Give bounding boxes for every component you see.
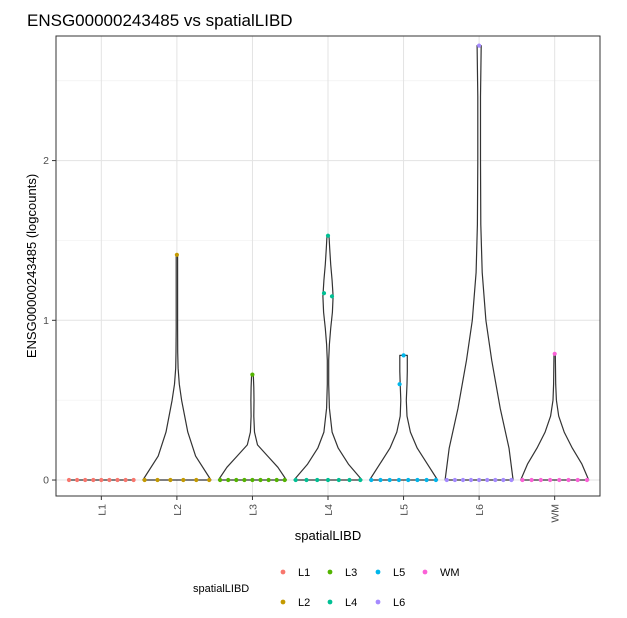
point-L1 <box>83 477 88 483</box>
legend-label-L1: L1 <box>298 567 310 579</box>
point-L4 <box>336 477 341 483</box>
point-L3 <box>274 477 279 483</box>
x-tick-label: L3 <box>247 504 259 516</box>
point-L4 <box>325 233 331 238</box>
legend-label-WM: WM <box>440 567 460 579</box>
point-L6 <box>477 43 482 48</box>
point-L3 <box>266 477 271 483</box>
point-WM <box>520 477 525 483</box>
x-tick-label: WM <box>550 504 562 523</box>
point-WM <box>584 477 590 483</box>
point-L5 <box>397 382 402 387</box>
y-tick-label: 0 <box>43 475 49 487</box>
point-L2 <box>194 477 199 483</box>
point-L3 <box>250 372 255 377</box>
point-L6 <box>452 477 457 483</box>
x-tick-label: L4 <box>323 504 335 516</box>
point-L1 <box>66 477 72 483</box>
point-L3 <box>258 477 263 483</box>
point-L5 <box>369 477 374 483</box>
legend-label-L6: L6 <box>393 597 405 609</box>
x-tick-label: L2 <box>172 504 184 516</box>
point-L6 <box>485 477 490 483</box>
point-L6 <box>477 477 482 483</box>
data-points <box>66 43 590 483</box>
legend-key-L6 <box>375 599 381 605</box>
x-tick-label: L1 <box>96 504 108 516</box>
legend-key-L3 <box>327 569 333 575</box>
point-L4 <box>347 477 352 483</box>
point-L5 <box>387 477 392 483</box>
legend-key-L1 <box>280 569 286 575</box>
point-L3 <box>242 477 247 483</box>
legend-key-L4 <box>327 599 333 605</box>
point-WM <box>548 477 553 483</box>
y-tick-label: 1 <box>43 315 49 327</box>
point-L1 <box>123 477 128 483</box>
point-L4 <box>321 291 327 296</box>
point-L3 <box>226 477 231 483</box>
point-L1 <box>75 477 80 483</box>
point-L6 <box>501 477 506 483</box>
point-L5 <box>433 477 438 483</box>
legend-key-L2 <box>280 599 286 605</box>
axes: 0 1 2 L1 L2 L3 L4 L5 L6 WM <box>43 155 562 523</box>
x-tick-label: L5 <box>399 504 411 516</box>
legend-label-L2: L2 <box>298 597 310 609</box>
legend-label-L4: L4 <box>345 597 357 609</box>
x-tick-label: L6 <box>474 504 486 516</box>
point-L6 <box>444 477 449 483</box>
legend-title: spatialLIBD <box>193 583 249 595</box>
point-L6 <box>493 477 498 483</box>
point-L1 <box>131 477 136 483</box>
point-L5 <box>424 477 429 483</box>
point-L3 <box>282 477 287 483</box>
chart-title: ENSG00000243485 vs spatialLIBD <box>27 11 293 30</box>
point-WM <box>575 477 580 483</box>
point-L4 <box>358 477 363 483</box>
legend-label-L3: L3 <box>345 567 357 579</box>
legend-key-L5 <box>375 569 381 575</box>
point-L4 <box>315 477 320 483</box>
point-WM <box>538 477 543 483</box>
point-L5 <box>378 477 383 483</box>
point-L1 <box>99 477 104 483</box>
point-L2 <box>142 477 147 483</box>
legend-label-L5: L5 <box>393 567 405 579</box>
point-L4 <box>304 477 309 483</box>
point-WM <box>557 477 562 483</box>
point-L1 <box>115 477 120 483</box>
violin-L5 <box>369 354 439 481</box>
point-L3 <box>234 477 239 483</box>
point-L4 <box>329 294 335 299</box>
point-WM <box>552 351 557 356</box>
y-tick-label: 2 <box>43 155 49 167</box>
point-L2 <box>181 477 186 483</box>
point-L3 <box>250 477 255 483</box>
point-L5 <box>406 477 411 483</box>
point-L1 <box>91 477 96 483</box>
x-axis-title: spatialLIBD <box>295 528 361 543</box>
y-axis-title: ENSG00000243485 (logcounts) <box>24 174 39 358</box>
point-L6 <box>509 477 514 483</box>
point-L6 <box>468 477 474 483</box>
point-L2 <box>174 252 179 257</box>
point-L5 <box>415 477 420 483</box>
point-L5 <box>396 477 401 483</box>
point-L1 <box>107 477 112 483</box>
point-L2 <box>207 477 212 483</box>
point-L4 <box>293 477 298 483</box>
point-L4 <box>325 477 331 483</box>
point-WM <box>566 477 571 483</box>
point-L5 <box>401 353 406 358</box>
legend-key-WM <box>422 569 428 575</box>
point-L2 <box>168 477 173 483</box>
point-L2 <box>155 477 160 483</box>
legend: spatialLIBD L1 L2 L3 L4 L5 L6 WM <box>193 567 460 609</box>
point-WM <box>529 477 534 483</box>
point-L3 <box>218 477 223 483</box>
point-L6 <box>460 477 466 483</box>
